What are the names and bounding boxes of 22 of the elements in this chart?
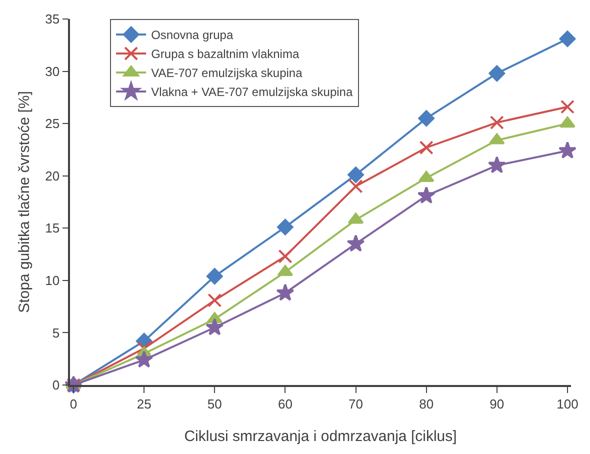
- legend-label: Grupa s bazaltnim vlaknima: [151, 47, 300, 62]
- x-tick-label: 25: [136, 396, 152, 412]
- y-tick-label: 35: [45, 12, 60, 27]
- x-tick-label: 50: [207, 396, 222, 412]
- x-axis-title: Ciklusi smrzavanja i odmrzavanja [ciklus]: [184, 428, 457, 445]
- y-tick-label: 25: [45, 116, 60, 132]
- y-axis-title: Stopa gubitka tlačne čvrstoće [%]: [16, 91, 33, 313]
- x-tick-label: 60: [278, 396, 292, 412]
- x-tick-label: 100: [556, 396, 578, 412]
- legend-label: Vlakna + VAE-707 emulzijska skupina: [151, 85, 353, 100]
- x-tick-label: 70: [348, 396, 364, 412]
- x-tick-label: 80: [419, 396, 434, 412]
- y-tick-label: 0: [52, 378, 60, 393]
- x-tick-label: 0: [70, 396, 78, 412]
- legend-label: VAE-707 emulzijska skupina: [151, 66, 303, 80]
- y-tick-label: 15: [45, 220, 60, 236]
- y-tick-label: 20: [45, 168, 60, 184]
- y-tick-label: 30: [45, 64, 60, 79]
- x-tick-label: 90: [490, 396, 504, 412]
- legend-label: Osnovna grupa: [151, 28, 234, 42]
- y-tick-label: 5: [52, 325, 60, 340]
- y-tick-label: 10: [45, 272, 60, 288]
